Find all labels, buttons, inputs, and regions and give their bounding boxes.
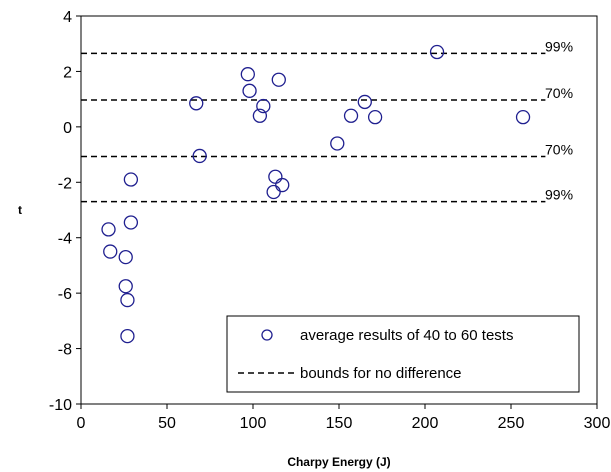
legend-series-label: average results of 40 to 60 tests bbox=[300, 327, 513, 344]
legend-bound-label: bounds for no difference bbox=[300, 365, 462, 382]
x-axis-title: Charpy Energy (J) bbox=[287, 455, 390, 469]
data-point bbox=[269, 170, 282, 183]
data-point bbox=[358, 95, 371, 108]
data-point bbox=[102, 223, 115, 236]
legend: average results of 40 to 60 tests bounds… bbox=[227, 316, 579, 392]
x-tick-label: 300 bbox=[584, 415, 611, 432]
data-point bbox=[124, 216, 137, 229]
data-point bbox=[104, 245, 117, 258]
bound-label: 70% bbox=[545, 85, 573, 101]
data-point bbox=[369, 111, 382, 124]
data-point bbox=[119, 280, 132, 293]
data-point bbox=[124, 173, 137, 186]
y-tick-label: 2 bbox=[63, 64, 72, 81]
x-tick-label: 100 bbox=[240, 415, 267, 432]
y-axis-title: t bbox=[18, 203, 22, 217]
bounds-layer: 99% 70% 70% 99% bbox=[81, 38, 573, 202]
x-tick-label: 0 bbox=[77, 415, 86, 432]
data-point bbox=[243, 84, 256, 97]
y-tick-label: -8 bbox=[58, 342, 72, 359]
data-point bbox=[121, 294, 134, 307]
y-tick-label: 4 bbox=[63, 9, 72, 26]
x-tick-label: 150 bbox=[326, 415, 353, 432]
data-point bbox=[119, 251, 132, 264]
points-layer bbox=[102, 46, 530, 343]
data-point bbox=[276, 179, 289, 192]
bound-label: 70% bbox=[545, 142, 573, 158]
y-tick-label: 0 bbox=[63, 120, 72, 137]
data-point bbox=[190, 97, 203, 110]
y-tick-label: -4 bbox=[58, 231, 72, 248]
data-point bbox=[431, 46, 444, 59]
data-point bbox=[272, 73, 285, 86]
bound-label: 99% bbox=[545, 38, 573, 54]
data-point bbox=[267, 185, 280, 198]
data-point bbox=[345, 109, 358, 122]
y-tick-label: -2 bbox=[58, 175, 72, 192]
x-tick-label: 200 bbox=[412, 415, 439, 432]
x-tick-label: 50 bbox=[158, 415, 176, 432]
data-point bbox=[331, 137, 344, 150]
data-point bbox=[121, 330, 134, 343]
x-tick-label: 250 bbox=[498, 415, 525, 432]
bound-label: 99% bbox=[545, 187, 573, 203]
y-tick-label: -10 bbox=[49, 397, 72, 414]
data-point bbox=[241, 68, 254, 81]
data-point bbox=[517, 111, 530, 124]
y-tick-label: -6 bbox=[58, 286, 72, 303]
